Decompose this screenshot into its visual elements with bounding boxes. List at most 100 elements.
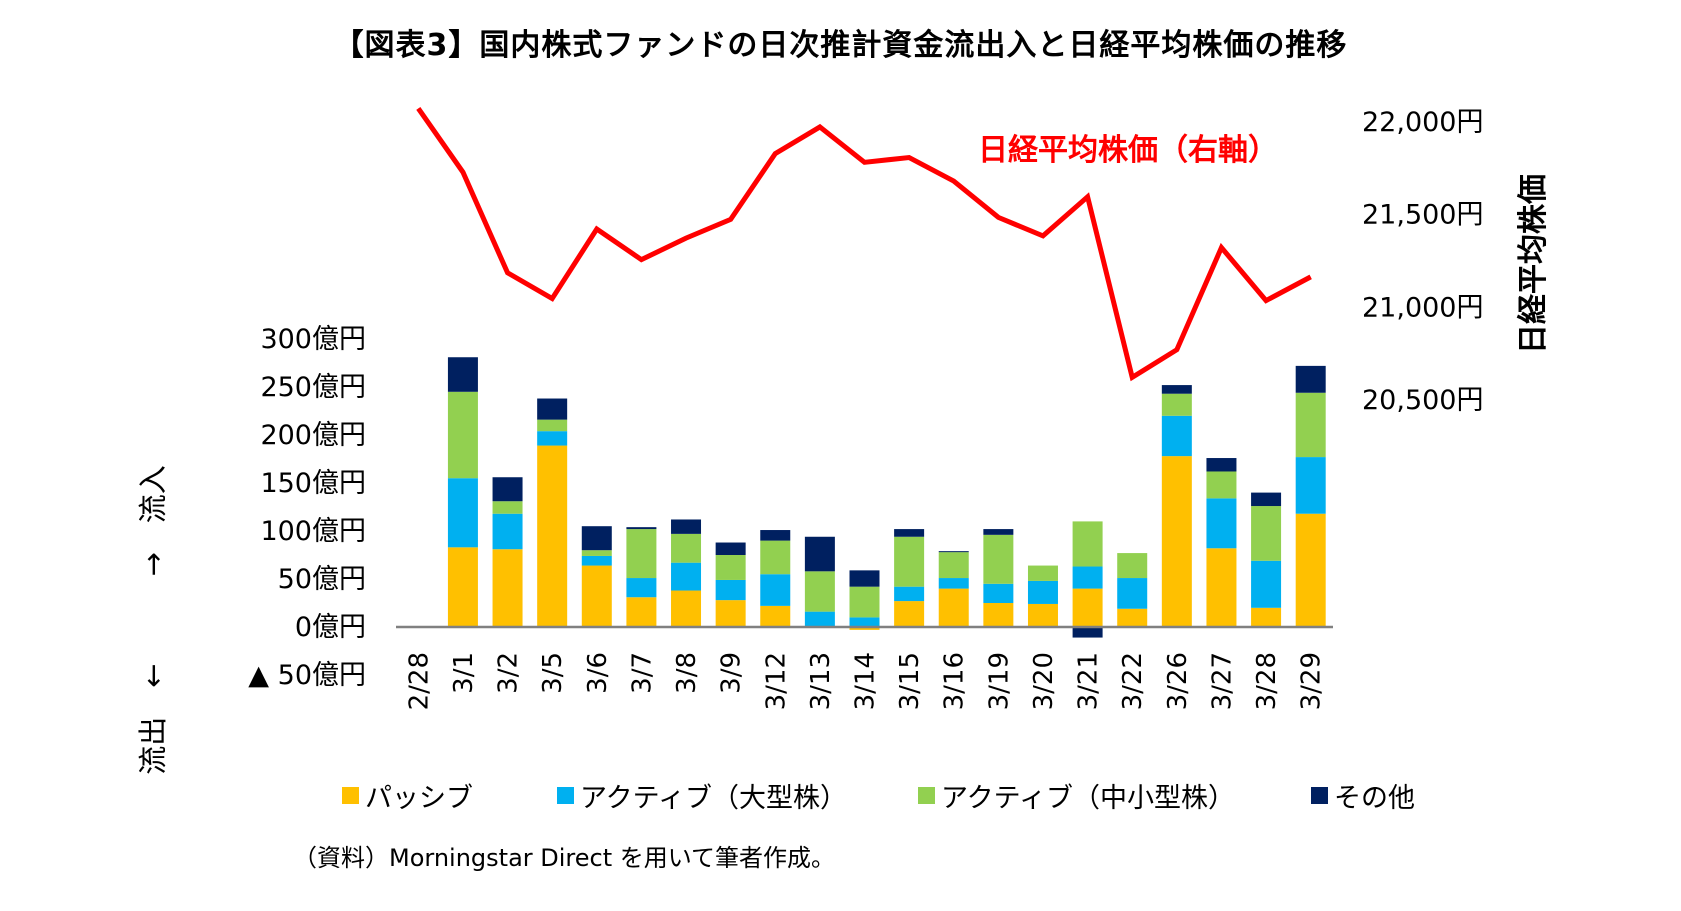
left-tick-label: 200億円 bbox=[260, 420, 366, 451]
bar-segment bbox=[671, 562, 702, 591]
x-tick-label: 3/16 bbox=[940, 652, 970, 710]
bar-segment bbox=[938, 552, 969, 579]
x-tick-label: 3/26 bbox=[1163, 652, 1193, 710]
legend-label: その他 bbox=[1334, 783, 1415, 814]
bar-segment bbox=[1117, 578, 1148, 609]
right-axis-label: 日経平均株価 bbox=[1516, 174, 1551, 354]
right-tick-label: 20,500円 bbox=[1362, 385, 1483, 416]
bar-segment bbox=[894, 536, 925, 587]
x-tick-label: 3/7 bbox=[627, 652, 657, 694]
bar-segment bbox=[1072, 566, 1103, 589]
bar-segment bbox=[760, 530, 791, 541]
bar-segment bbox=[537, 398, 568, 420]
bar-segment bbox=[894, 586, 925, 602]
right-tick-label: 21,500円 bbox=[1362, 200, 1483, 231]
legend-label: アクティブ（中小型株） bbox=[941, 783, 1236, 814]
bar-segment bbox=[760, 605, 791, 627]
bar-segment bbox=[1027, 580, 1058, 604]
left-tick-label: 250億円 bbox=[260, 372, 366, 403]
bar-segment bbox=[671, 533, 702, 563]
bar-segment bbox=[447, 391, 478, 479]
bar-segment bbox=[537, 445, 568, 627]
bar-segment bbox=[1206, 458, 1237, 472]
left-axis-label: 流出 ← → 流入 bbox=[136, 465, 171, 775]
left-tick-label: 50億円 bbox=[278, 564, 366, 595]
bar-segment bbox=[849, 617, 880, 627]
bar-segment bbox=[715, 600, 746, 627]
x-tick-label: 3/19 bbox=[984, 652, 1014, 710]
bar-segment bbox=[760, 574, 791, 606]
x-tick-label: 3/2 bbox=[494, 652, 524, 694]
bar-segment bbox=[983, 534, 1014, 584]
bar-segment bbox=[1027, 603, 1058, 627]
bar-segment bbox=[1251, 607, 1282, 627]
bar-segment bbox=[492, 549, 523, 627]
line-series-label: 日経平均株価（右軸） bbox=[978, 133, 1278, 168]
bar-segment bbox=[894, 601, 925, 627]
bar-segment bbox=[983, 603, 1014, 627]
bar-segment bbox=[804, 536, 835, 572]
bar-segment bbox=[626, 578, 657, 598]
bar-segment bbox=[1295, 392, 1326, 458]
bar-segment bbox=[983, 529, 1014, 535]
x-tick-label: 3/29 bbox=[1297, 652, 1327, 710]
bar-segment bbox=[581, 550, 612, 556]
x-tick-label: 3/22 bbox=[1118, 652, 1148, 710]
bar-segment bbox=[1072, 521, 1103, 567]
bar-segment bbox=[938, 588, 969, 627]
legend-swatch bbox=[1311, 787, 1328, 804]
bar-segment bbox=[1117, 553, 1148, 579]
left-tick-label: 100億円 bbox=[260, 516, 366, 547]
bar-segment bbox=[1251, 506, 1282, 561]
bar-segment bbox=[1295, 457, 1326, 514]
x-tick-label: 3/6 bbox=[583, 652, 613, 694]
bar-segment bbox=[938, 551, 969, 553]
bar-segment bbox=[1295, 365, 1326, 393]
x-tick-label: 3/28 bbox=[1252, 652, 1282, 710]
x-tick-label: 3/13 bbox=[806, 652, 836, 710]
x-tick-label: 3/14 bbox=[851, 652, 881, 710]
legend-item: アクティブ（大型株） bbox=[557, 776, 847, 815]
source-note: （資料）Morningstar Direct を用いて筆者作成。 bbox=[293, 844, 836, 872]
bar-segment bbox=[626, 529, 657, 579]
x-tick-label: 3/9 bbox=[717, 652, 747, 694]
bar-segment bbox=[1251, 492, 1282, 507]
legend-label: パッシブ bbox=[365, 783, 473, 814]
left-tick-label: 300億円 bbox=[260, 324, 366, 355]
x-tick-label: 3/21 bbox=[1074, 652, 1104, 710]
bar-segment bbox=[492, 513, 523, 550]
bar-segment bbox=[447, 478, 478, 548]
bar-segment bbox=[1072, 588, 1103, 627]
bar-segment bbox=[1161, 415, 1192, 457]
bar-segment bbox=[804, 571, 835, 612]
bar-segment bbox=[626, 597, 657, 627]
bar-segment bbox=[447, 547, 478, 627]
right-tick-label: 21,000円 bbox=[1362, 292, 1483, 323]
x-tick-label: 3/20 bbox=[1029, 652, 1059, 710]
x-tick-label: 3/8 bbox=[672, 652, 702, 694]
right-tick-label: 22,000円 bbox=[1362, 107, 1483, 138]
bar-segment bbox=[1072, 627, 1103, 638]
legend-item: パッシブ bbox=[342, 776, 473, 815]
bar-segment bbox=[626, 527, 657, 530]
legend-swatch bbox=[557, 787, 574, 804]
legend-swatch bbox=[342, 787, 359, 804]
bar-segment bbox=[1117, 608, 1148, 627]
bar-segment bbox=[492, 501, 523, 514]
bar-segment bbox=[938, 578, 969, 589]
bar-segment bbox=[1206, 548, 1237, 627]
x-tick-label: 3/1 bbox=[449, 652, 479, 694]
left-tick-label: 0億円 bbox=[295, 612, 366, 643]
bar-segment bbox=[537, 419, 568, 432]
bar-segment bbox=[849, 627, 880, 630]
x-tick-label: 2/28 bbox=[404, 652, 434, 710]
bar-segment bbox=[849, 586, 880, 618]
bar-segment bbox=[492, 477, 523, 502]
bar-segment bbox=[760, 540, 791, 575]
bar-segment bbox=[1206, 471, 1237, 499]
left-tick-label: 150億円 bbox=[260, 468, 366, 499]
x-tick-label: 3/12 bbox=[761, 652, 791, 710]
bar-segment bbox=[671, 519, 702, 534]
bar-segment bbox=[715, 542, 746, 555]
